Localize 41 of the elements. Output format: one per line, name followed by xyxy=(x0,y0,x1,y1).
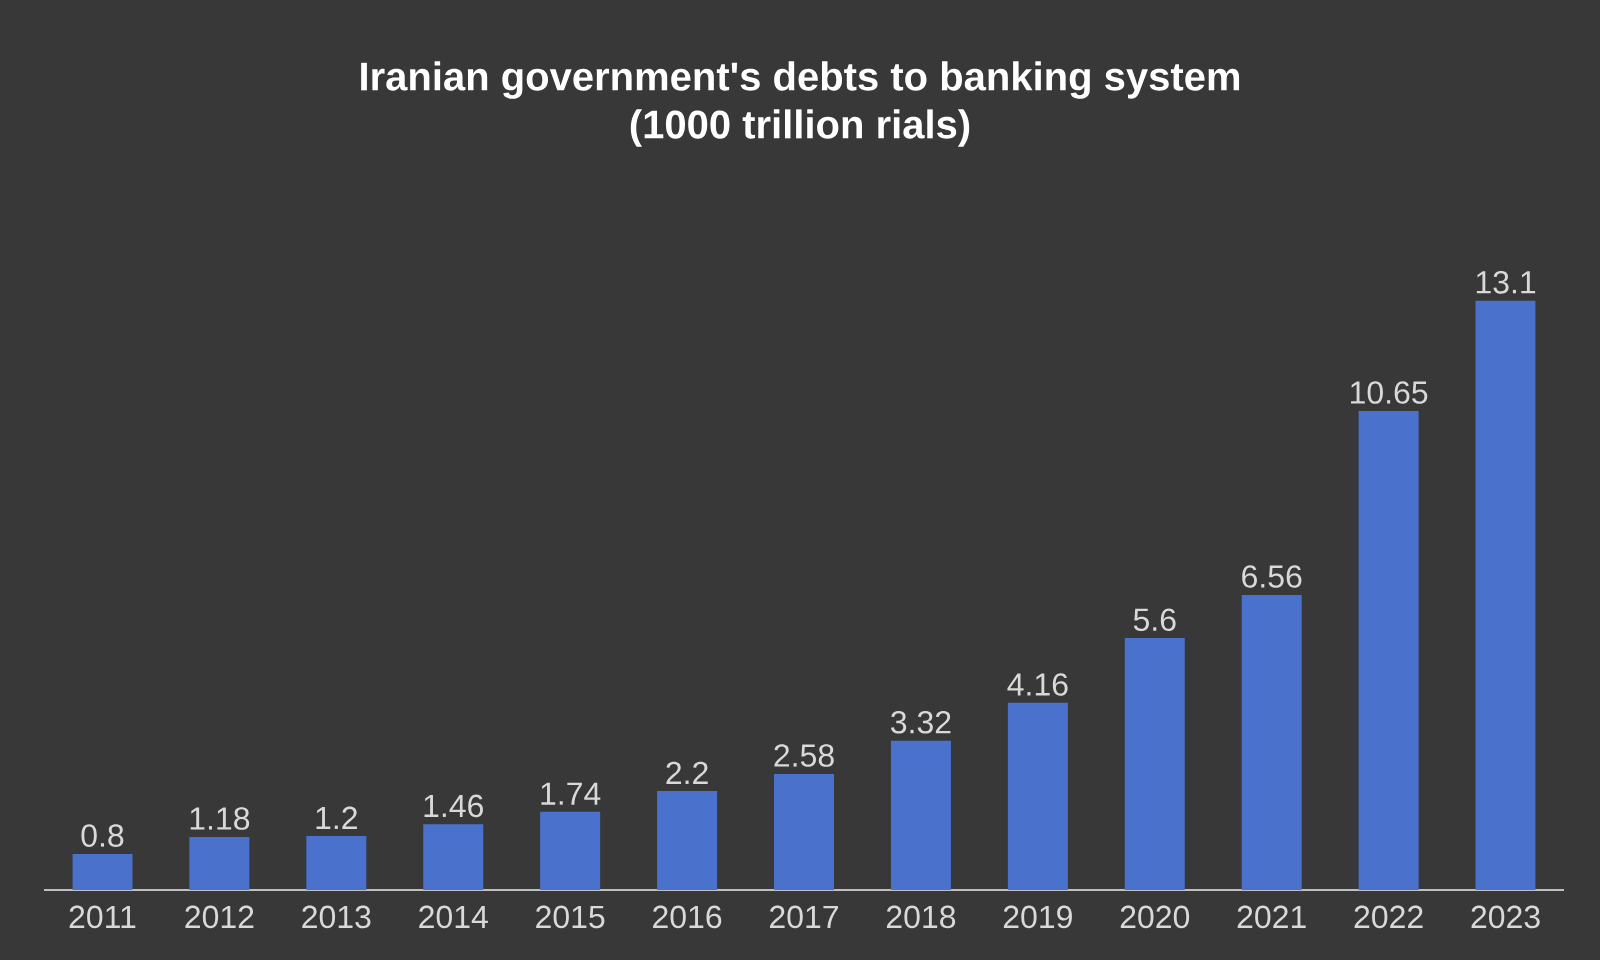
bar xyxy=(657,791,718,890)
bar xyxy=(774,773,835,890)
data-label: 0.8 xyxy=(81,824,124,847)
x-tick-label: 2017 xyxy=(770,905,838,929)
bar xyxy=(1007,702,1068,890)
x-tick-label: 2014 xyxy=(419,905,488,929)
data-label: 3.32 xyxy=(891,710,951,734)
bar xyxy=(540,811,601,890)
bar xyxy=(423,824,484,890)
x-tick-label: 2019 xyxy=(1003,905,1072,929)
bar xyxy=(890,740,951,890)
chart-title: Iranian government's debts to banking system xyxy=(361,61,1240,99)
data-label: 1.2 xyxy=(316,806,357,829)
x-tick-label: 2020 xyxy=(1120,905,1190,929)
data-label: 6.56 xyxy=(1242,565,1302,588)
bar xyxy=(306,836,367,890)
data-label: 4.16 xyxy=(1007,673,1068,696)
x-tick-label: 2023 xyxy=(1471,905,1540,929)
x-tick-label: 2022 xyxy=(1354,905,1423,929)
bar xyxy=(1358,410,1419,890)
x-tick-label: 2016 xyxy=(653,905,722,929)
bar xyxy=(72,854,133,890)
x-tick-label: 2021 xyxy=(1237,905,1306,929)
data-label: 1.46 xyxy=(424,794,483,818)
bar xyxy=(1241,594,1302,890)
bar xyxy=(1475,300,1536,890)
chart-subtitle: (1000 trillion rials) xyxy=(630,109,970,147)
data-label: 1.74 xyxy=(541,782,601,805)
data-label: 13.1 xyxy=(1476,270,1536,294)
x-tick-label: 2011 xyxy=(69,905,136,929)
data-label: 2.2 xyxy=(666,761,708,784)
bar xyxy=(189,836,250,890)
x-tick-label: 2012 xyxy=(185,905,254,929)
x-tick-label: 2015 xyxy=(536,905,605,929)
data-label: 10.65 xyxy=(1351,381,1428,404)
bar xyxy=(1124,638,1185,890)
data-label: 5.6 xyxy=(1133,608,1176,632)
x-tick-label: 2018 xyxy=(886,905,956,929)
data-label: 1.18 xyxy=(190,807,250,830)
data-label: 2.58 xyxy=(774,744,834,767)
x-tick-label: 2013 xyxy=(302,905,371,929)
